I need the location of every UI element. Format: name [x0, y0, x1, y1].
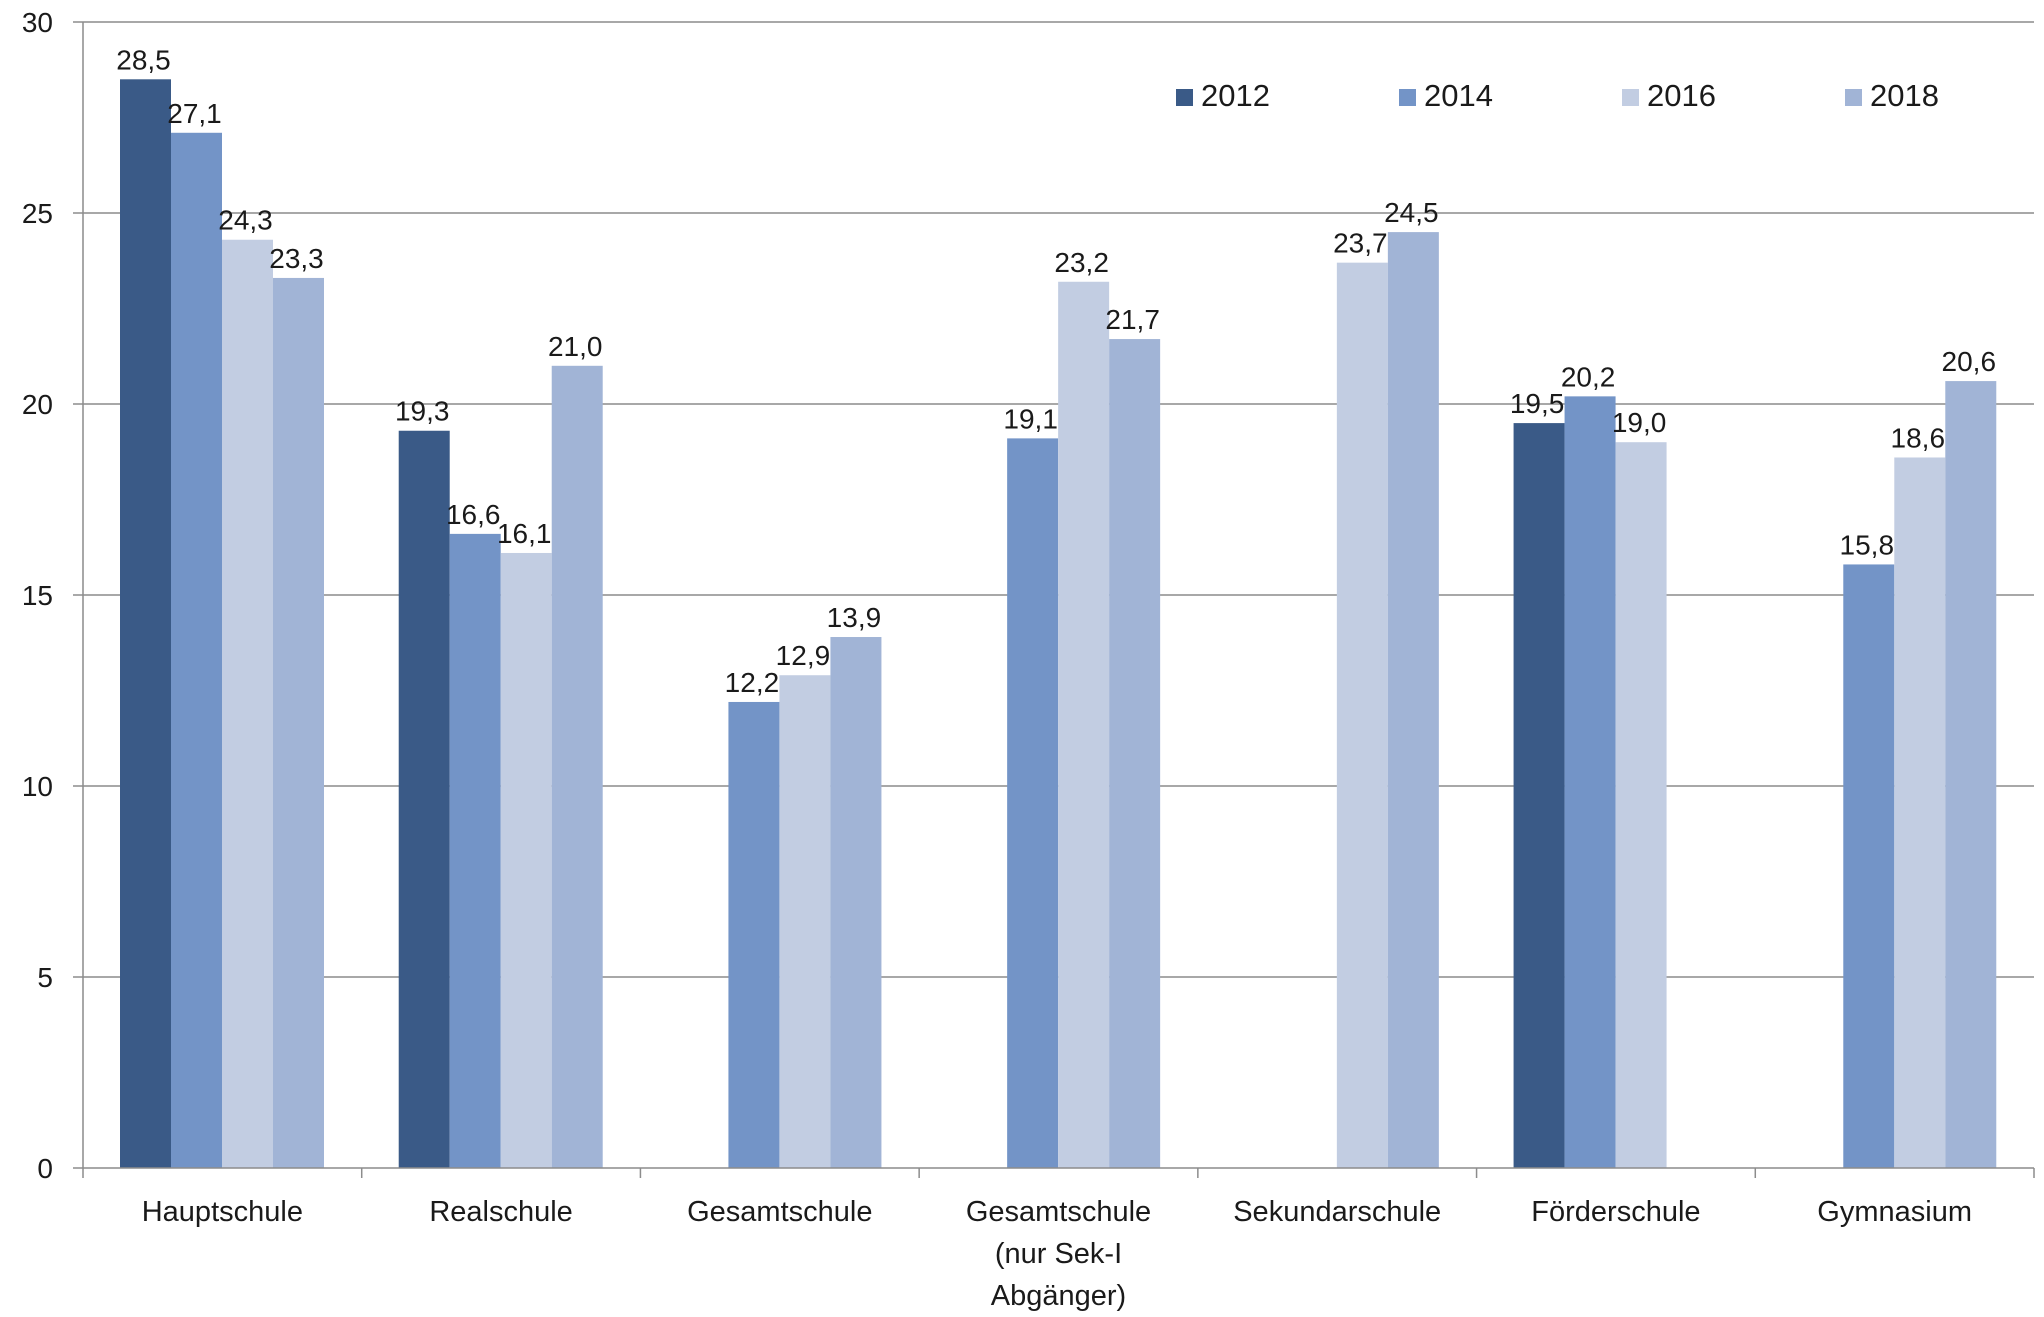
legend-swatch-2018 — [1845, 89, 1862, 106]
legend-swatch-2014 — [1399, 89, 1416, 106]
bar-2018 — [830, 637, 882, 1168]
data-label: 13,9 — [827, 602, 882, 633]
bar-2016 — [1336, 262, 1388, 1168]
y-tick-label: 25 — [22, 198, 53, 229]
legend-label: 2018 — [1870, 78, 1939, 113]
legend-label: 2012 — [1201, 78, 1270, 113]
bar-2012 — [120, 79, 171, 1168]
x-category-label: Hauptschule — [142, 1196, 303, 1228]
x-category-label: Gesamtschule — [687, 1196, 872, 1228]
data-label: 19,0 — [1612, 407, 1667, 438]
x-category-label: Sekundarschule — [1233, 1196, 1441, 1228]
axes: 0 5 10 15 20 25 30 Hauptschule Realschule Gesamts… — [22, 7, 2035, 1312]
bar-2014 — [449, 533, 501, 1168]
x-category-label: Realschule — [429, 1196, 572, 1228]
data-label: 27,1 — [167, 98, 222, 129]
x-category-label: Gesamtschule — [966, 1196, 1151, 1228]
bar-2018 — [273, 277, 324, 1168]
x-category-label: Abgänger) — [991, 1280, 1126, 1312]
data-label: 16,1 — [497, 518, 552, 549]
legend-label: 2014 — [1424, 78, 1493, 113]
bar-2012 — [398, 430, 450, 1168]
y-tick-label: 0 — [37, 1153, 53, 1184]
data-label: 24,5 — [1384, 197, 1439, 228]
bar-2018 — [1387, 232, 1439, 1169]
bar-2016 — [222, 239, 273, 1169]
bar-2014 — [1843, 564, 1895, 1168]
bar-2014 — [171, 132, 222, 1168]
bar-2014 — [728, 701, 780, 1168]
data-label: 20,6 — [1942, 346, 1997, 377]
data-label: 12,9 — [776, 640, 831, 671]
data-label: 23,7 — [1333, 228, 1388, 259]
x-category-label: (nur Sek-I — [995, 1238, 1122, 1270]
bar-2016 — [779, 675, 831, 1168]
data-label: 19,5 — [1510, 388, 1565, 419]
data-labels: 28,5 19,3 19,5 27,1 16,6 12,2 19,1 20,2 15,8 24,3… — [116, 44, 1996, 698]
y-tick-label: 10 — [22, 771, 53, 802]
bar-2016 — [500, 552, 552, 1168]
bar-2018 — [1945, 381, 1997, 1169]
data-label: 19,1 — [1003, 403, 1058, 434]
data-label: 16,6 — [446, 499, 501, 530]
data-label: 21,7 — [1105, 304, 1160, 335]
x-category-label: Förderschule — [1531, 1196, 1700, 1228]
bar-2014 — [1007, 438, 1059, 1168]
y-tick-label: 15 — [22, 580, 53, 611]
data-label: 12,2 — [725, 667, 780, 698]
bar-2012 — [1513, 423, 1565, 1169]
x-category-label: Gymnasium — [1817, 1196, 1972, 1228]
data-label: 24,3 — [218, 205, 273, 236]
data-label: 21,0 — [548, 331, 603, 362]
data-label: 19,3 — [395, 396, 450, 427]
data-label: 28,5 — [116, 44, 171, 75]
bar-2018 — [551, 365, 603, 1168]
data-label: 15,8 — [1840, 529, 1895, 560]
data-label: 23,2 — [1054, 247, 1109, 278]
legend-label: 2016 — [1647, 78, 1716, 113]
data-label: 20,2 — [1561, 361, 1616, 392]
bar-2018 — [1109, 339, 1161, 1168]
bar-2016 — [1058, 281, 1110, 1168]
y-tick-label: 30 — [22, 7, 53, 38]
y-tick-label: 20 — [22, 389, 53, 420]
bar-2014 — [1564, 396, 1616, 1168]
legend-swatch-2016 — [1622, 89, 1639, 106]
data-label: 23,3 — [269, 243, 324, 274]
y-tick-label: 5 — [37, 962, 53, 993]
bar-2016 — [1894, 457, 1946, 1169]
data-label: 18,6 — [1891, 422, 1946, 453]
bar-2016 — [1615, 442, 1667, 1168]
legend-swatch-2012 — [1176, 89, 1193, 106]
bars — [120, 79, 1997, 1169]
legend: 2012 2014 2016 2018 — [1176, 78, 1939, 113]
